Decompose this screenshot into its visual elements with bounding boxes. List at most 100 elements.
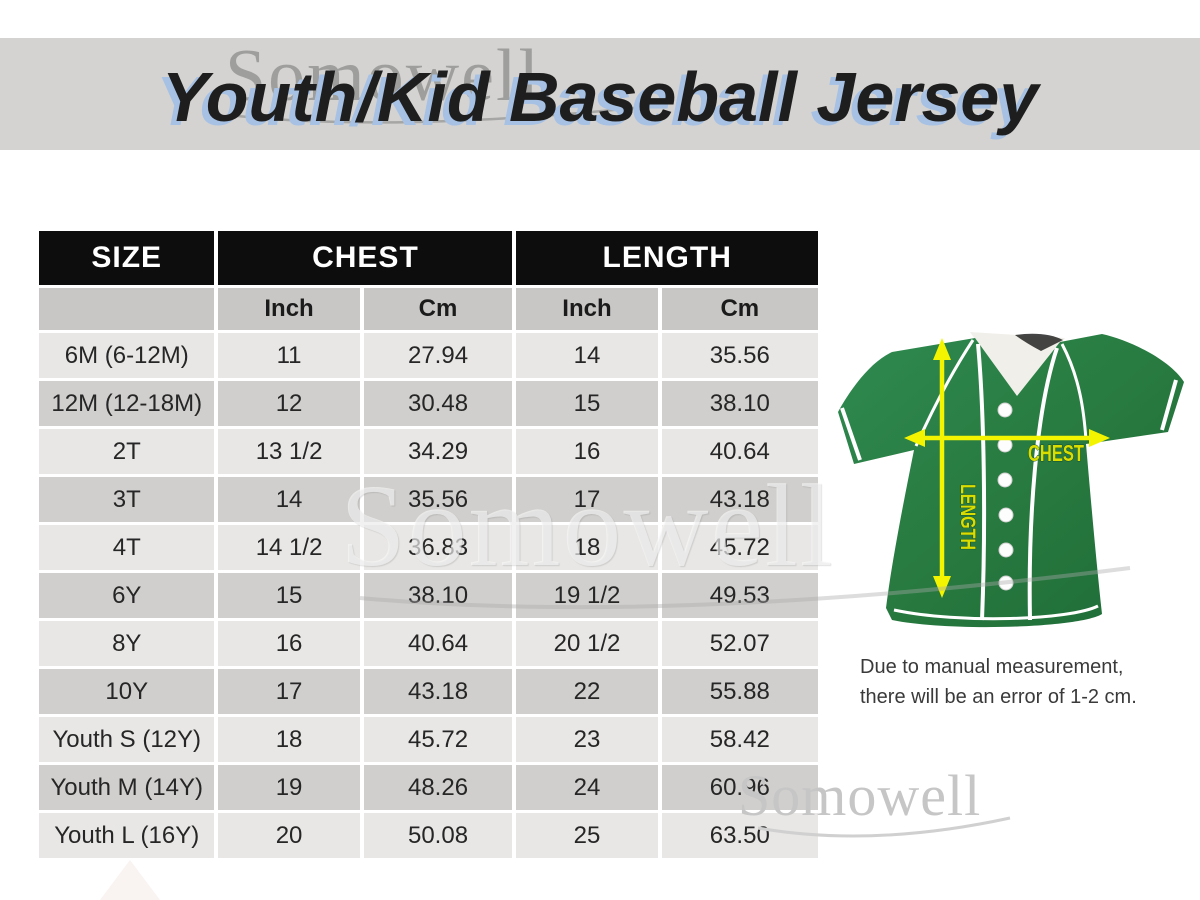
chest-inch-cell: 14 1/2	[218, 525, 360, 570]
length-inch-cell: 15	[516, 381, 658, 426]
chest-inch-cell: 19	[218, 765, 360, 810]
size-cell: Youth S (12Y)	[39, 717, 215, 762]
length-cm-cell: 55.88	[661, 669, 818, 714]
chest-cm-cell: 45.72	[363, 717, 513, 762]
measurement-note: Due to manual measurement, there will be…	[860, 652, 1190, 712]
chest-label: CHEST	[1028, 440, 1084, 466]
note-line-1: Due to manual measurement,	[860, 656, 1124, 678]
jersey-illustration: CHEST LENGTH	[830, 320, 1192, 638]
collar-shadow	[1015, 333, 1063, 351]
chest-cm-cell: 50.08	[363, 813, 513, 858]
table-row: 3T 14 35.56 17 43.18	[39, 477, 818, 522]
col-header-length: LENGTH	[516, 231, 818, 285]
button	[998, 575, 1014, 591]
unit-header-chest-cm: Cm	[363, 288, 513, 330]
size-cell: Youth M (14Y)	[39, 765, 215, 810]
length-inch-cell: 18	[516, 525, 658, 570]
table-row: 6M (6-12M) 11 27.94 14 35.56	[39, 333, 818, 378]
chest-inch-cell: 11	[218, 333, 360, 378]
cuff-stripe-right	[1160, 379, 1178, 431]
size-cell: 6M (6-12M)	[39, 333, 215, 378]
button	[997, 402, 1013, 418]
table-header-row: SIZE CHEST LENGTH	[39, 231, 818, 285]
chest-cm-cell: 30.48	[363, 381, 513, 426]
raglan-seam-right	[1060, 343, 1088, 441]
unit-header-blank	[39, 288, 215, 330]
unit-header-length-cm: Cm	[661, 288, 818, 330]
length-inch-cell: 22	[516, 669, 658, 714]
chest-inch-cell: 20	[218, 813, 360, 858]
chest-cm-cell: 43.18	[363, 669, 513, 714]
table-row: Youth S (12Y) 18 45.72 23 58.42	[39, 717, 818, 762]
chest-inch-cell: 17	[218, 669, 360, 714]
size-cell: 4T	[39, 525, 215, 570]
size-table: SIZE CHEST LENGTH Inch Cm Inch Cm 6M (6-…	[35, 228, 822, 861]
table-row: 10Y 17 43.18 22 55.88	[39, 669, 818, 714]
watermark-swoosh-center	[359, 566, 1131, 610]
table-row: 6Y 15 38.10 19 1/2 49.53	[39, 573, 818, 618]
unit-header-length-inch: Inch	[516, 288, 658, 330]
table-row: 4T 14 1/2 36.83 18 45.72	[39, 525, 818, 570]
length-inch-cell: 19 1/2	[516, 573, 658, 618]
length-inch-cell: 20 1/2	[516, 621, 658, 666]
buttons	[997, 402, 1014, 591]
unit-header-chest-inch: Inch	[218, 288, 360, 330]
chest-arrow	[904, 429, 1110, 447]
length-cm-cell: 52.07	[661, 621, 818, 666]
table-row: Youth L (16Y) 20 50.08 25 63.50	[39, 813, 818, 858]
length-cm-cell: 38.10	[661, 381, 818, 426]
button	[998, 542, 1014, 558]
chest-inch-cell: 16	[218, 621, 360, 666]
chest-cm-cell: 38.10	[363, 573, 513, 618]
length-arrow	[933, 338, 951, 598]
chest-inch-cell: 14	[218, 477, 360, 522]
note-line-2: there will be an error of 1-2 cm.	[860, 686, 1137, 708]
hem-line	[893, 604, 1099, 621]
title-banner: Somowell Youth/Kid Baseball Jersey	[0, 35, 1200, 150]
col-header-chest: CHEST	[218, 231, 513, 285]
table-row: 2T 13 1/2 34.29 16 40.64	[39, 429, 818, 474]
placket-line-right	[1027, 347, 1059, 621]
length-cm-cell: 49.53	[661, 573, 818, 618]
col-header-size: SIZE	[39, 231, 215, 285]
page-title: Youth/Kid Baseball Jersey	[161, 58, 1039, 136]
chest-cm-cell: 35.56	[363, 477, 513, 522]
chest-inch-cell: 15	[218, 573, 360, 618]
watermark-swoosh-top	[237, 106, 635, 124]
length-cm-cell: 60.96	[661, 765, 818, 810]
watermark-swoosh-bottom	[757, 816, 1011, 838]
length-inch-cell: 24	[516, 765, 658, 810]
length-inch-cell: 17	[516, 477, 658, 522]
size-cell: 10Y	[39, 669, 215, 714]
size-cell: Youth L (16Y)	[39, 813, 215, 858]
size-cell: 3T	[39, 477, 215, 522]
length-cm-cell: 35.56	[661, 333, 818, 378]
length-inch-cell: 23	[516, 717, 658, 762]
length-cm-cell: 63.50	[661, 813, 818, 858]
length-cm-cell: 58.42	[661, 717, 818, 762]
size-cell: 8Y	[39, 621, 215, 666]
size-cell: 6Y	[39, 573, 215, 618]
chest-inch-cell: 13 1/2	[218, 429, 360, 474]
length-label: LENGTH	[956, 484, 979, 550]
size-cell: 12M (12-18M)	[39, 381, 215, 426]
chest-cm-cell: 40.64	[363, 621, 513, 666]
button	[998, 507, 1014, 523]
placket-line-left	[976, 343, 987, 621]
chest-cm-cell: 27.94	[363, 333, 513, 378]
chest-inch-cell: 18	[218, 717, 360, 762]
table-row: Youth M (14Y) 19 48.26 24 60.96	[39, 765, 818, 810]
length-cm-cell: 43.18	[661, 477, 818, 522]
chest-cm-cell: 48.26	[363, 765, 513, 810]
background-artifact	[100, 860, 160, 900]
size-cell: 2T	[39, 429, 215, 474]
length-cm-cell: 45.72	[661, 525, 818, 570]
watermark-top: Somowell	[225, 35, 542, 117]
chest-cm-cell: 34.29	[363, 429, 513, 474]
table-row: 8Y 16 40.64 20 1/2 52.07	[39, 621, 818, 666]
chest-cm-cell: 36.83	[363, 525, 513, 570]
length-inch-cell: 25	[516, 813, 658, 858]
length-inch-cell: 16	[516, 429, 658, 474]
length-cm-cell: 40.64	[661, 429, 818, 474]
